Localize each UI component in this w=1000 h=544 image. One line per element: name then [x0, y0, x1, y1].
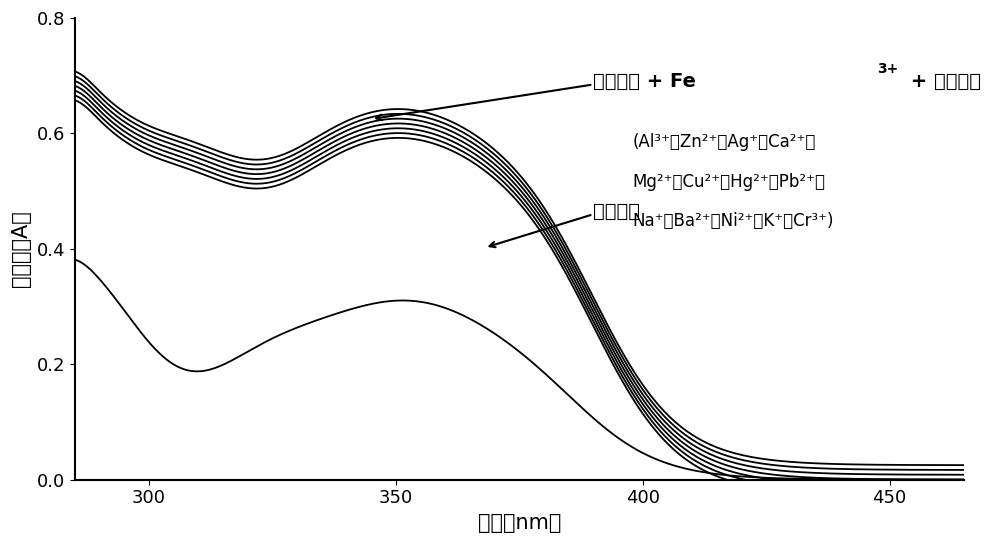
Text: 紫外探针 + Fe: 紫外探针 + Fe: [593, 72, 696, 91]
Text: 3+: 3+: [877, 62, 898, 76]
X-axis label: 波长（nm）: 波长（nm）: [478, 513, 561, 533]
Text: Na⁺、Ba²⁺、Ni²⁺、K⁺、Cr³⁺): Na⁺、Ba²⁺、Ni²⁺、K⁺、Cr³⁺): [633, 212, 834, 230]
Text: Mg²⁺、Cu²⁺、Hg²⁺、Pb²⁺、: Mg²⁺、Cu²⁺、Hg²⁺、Pb²⁺、: [633, 172, 826, 191]
Text: + 金属离子: + 金属离子: [904, 72, 981, 91]
Text: (Al³⁺、Zn²⁺、Ag⁺、Ca²⁺、: (Al³⁺、Zn²⁺、Ag⁺、Ca²⁺、: [633, 133, 816, 151]
Y-axis label: 吸光度（A）: 吸光度（A）: [11, 211, 31, 287]
Text: 紫外探针: 紫外探针: [593, 202, 640, 221]
